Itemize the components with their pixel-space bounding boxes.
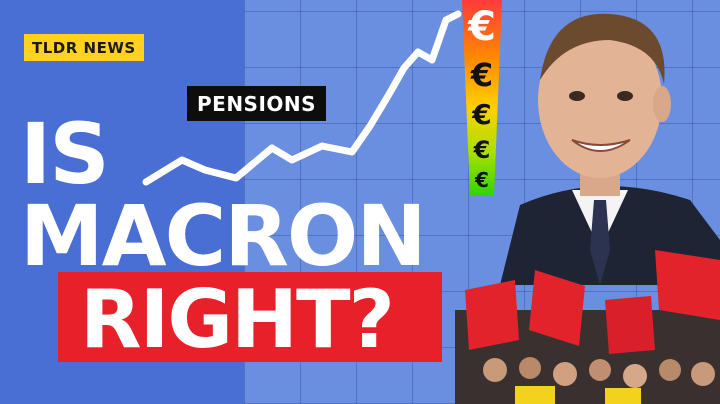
protest-crowd-illustration xyxy=(455,250,720,404)
euro-symbol-1: € xyxy=(468,4,496,50)
euro-symbol-3: € xyxy=(472,98,492,131)
headline-highlight-box xyxy=(58,272,442,362)
headline-line-3: RIGHT? xyxy=(80,273,395,366)
pensions-label: PENSIONS xyxy=(187,86,327,121)
euro-symbol-4: € xyxy=(473,136,491,164)
channel-badge: TLDR NEWS xyxy=(24,34,144,61)
euro-symbol-2: € xyxy=(470,56,494,94)
portrait-illustration xyxy=(500,13,720,285)
headline-line-1: IS xyxy=(20,105,110,203)
euro-symbol-5: € xyxy=(475,168,489,192)
headline-line-2: MACRON xyxy=(20,187,427,285)
